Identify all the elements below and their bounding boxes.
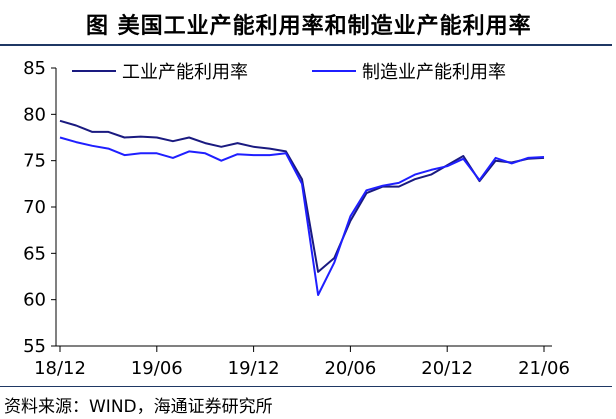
x-tick-label: 19/12 (228, 358, 280, 379)
x-tick-label: 18/12 (34, 358, 86, 379)
title-bar: 图 美国工业产能利用率和制造业产能利用率 (0, 0, 612, 44)
chart-title: 图 美国工业产能利用率和制造业产能利用率 (86, 14, 532, 39)
x-tick-label: 21/06 (518, 358, 570, 379)
series-line-2 (59, 136, 545, 296)
y-tick-label: 75 (23, 151, 46, 172)
source-divider (0, 386, 612, 387)
series-line-1 (59, 119, 545, 273)
y-tick-label: 65 (23, 243, 46, 264)
line-chart: 55 60 65 70 75 80 85 18/12 19/06 19/12 20/06 20/12 2… (23, 58, 570, 379)
y-tick-label: 80 (23, 104, 46, 125)
y-tick-label: 60 (23, 290, 46, 311)
chart-area: 55 60 65 70 75 80 85 18/12 19/06 19/12 20/06 20/12 2… (0, 48, 616, 388)
source-note: 资料来源：WIND，海通证券研究所 (4, 397, 273, 417)
x-tick-label: 20/06 (324, 358, 376, 379)
y-tick-label: 85 (23, 58, 46, 79)
y-tick-label: 70 (23, 197, 46, 218)
title-divider (0, 44, 612, 46)
x-tick-label: 19/06 (131, 358, 183, 379)
x-tick-label: 20/12 (421, 358, 473, 379)
y-tick-label: 55 (23, 336, 46, 357)
legend-label-1: 工业产能利用率 (122, 62, 248, 83)
legend-label-2: 制造业产能利用率 (362, 62, 506, 83)
